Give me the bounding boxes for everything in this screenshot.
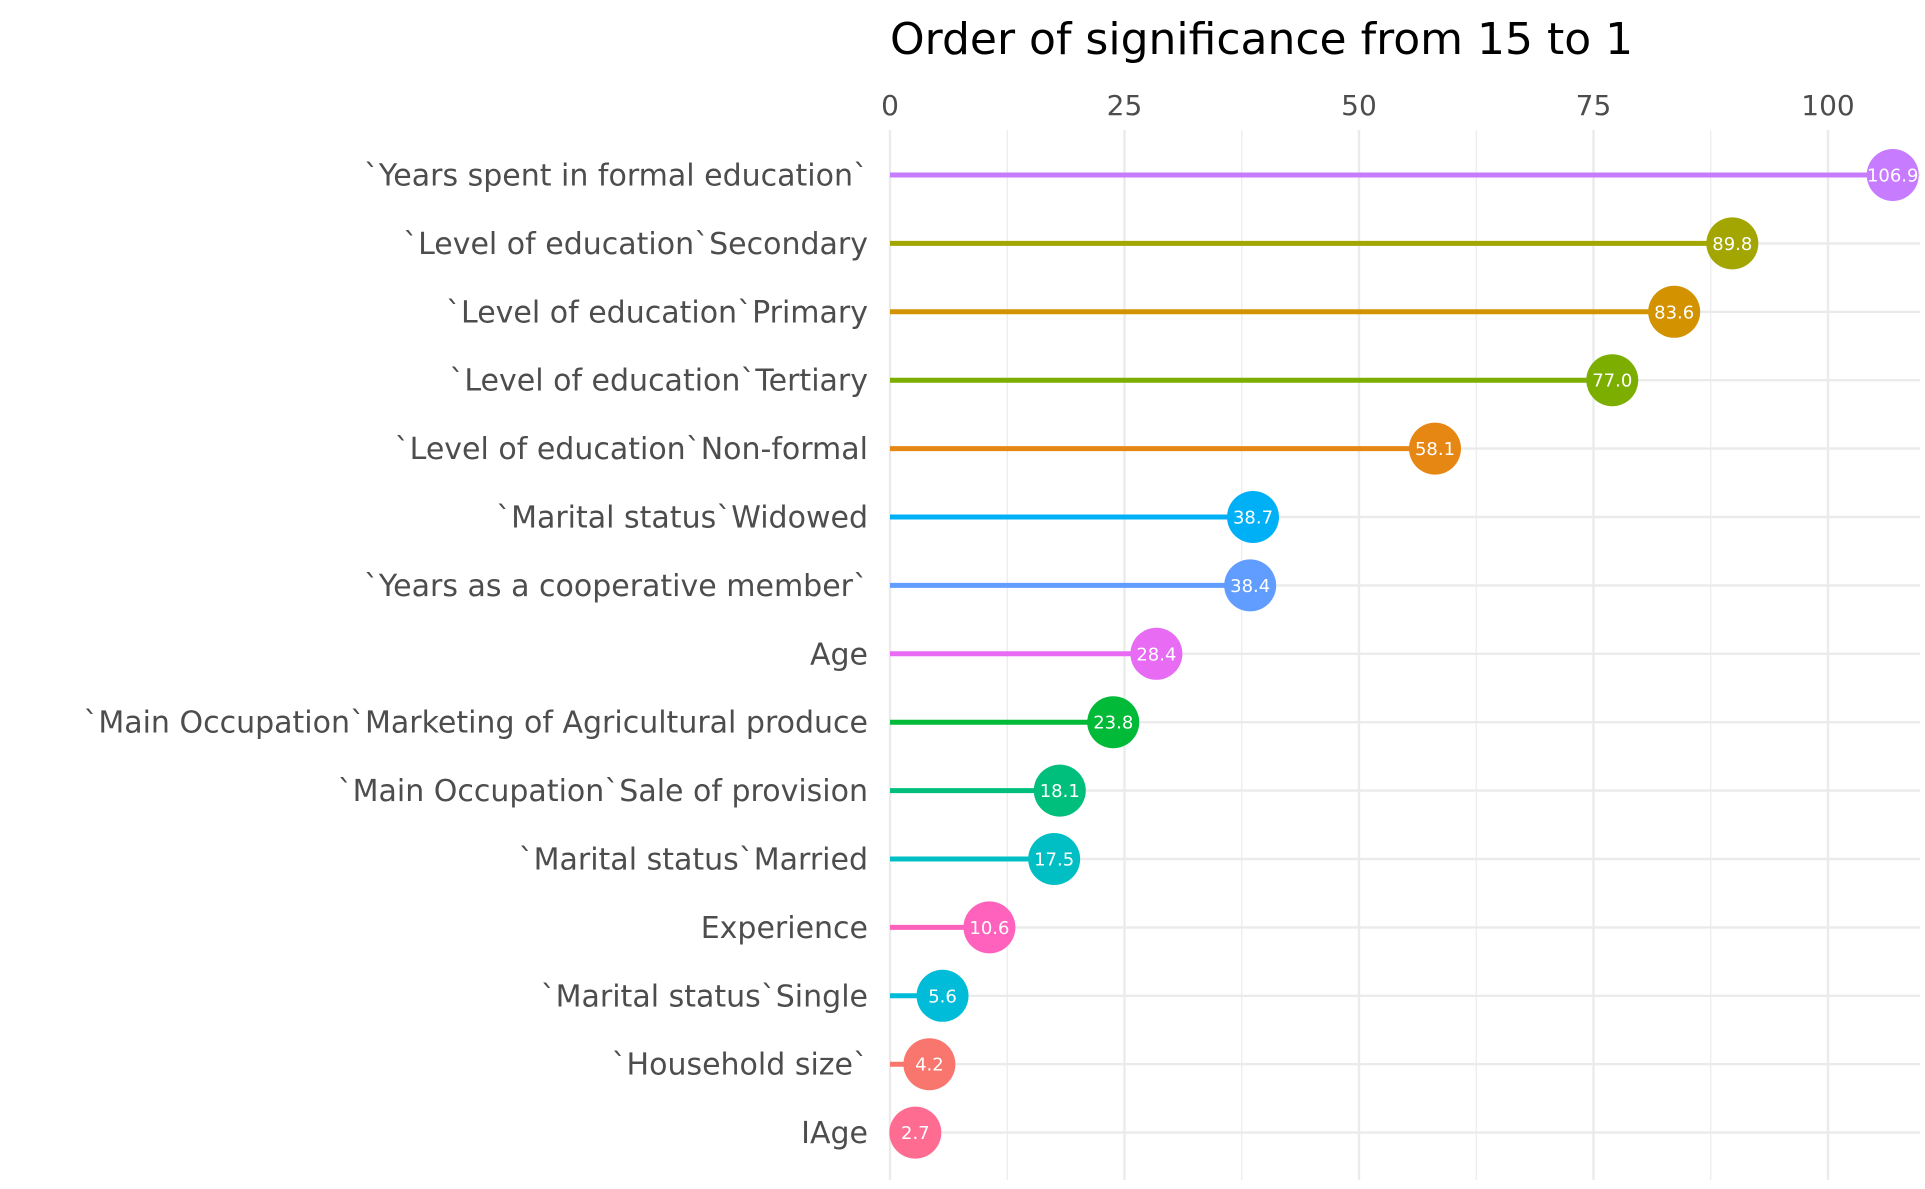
data-label: 28.4 [1136,644,1176,665]
lollipop-point [1028,833,1081,885]
data-label: 10.6 [969,918,1009,939]
data-label: 5.6 [928,986,957,1007]
category-label: `Marital status`Married [519,843,868,878]
category-labels: `Years spent in formal education` `Level … [83,159,868,1152]
data-label: 89.8 [1712,234,1752,255]
category-label: `Level of education`Secondary [403,227,868,262]
category-label: `Household size` [612,1048,868,1083]
lollipop-point [1706,217,1759,270]
x-tick-label: 25 [1107,89,1143,122]
data-label: 18.1 [1040,781,1080,802]
category-label: `Years spent in formal education` [364,159,868,194]
lollipop-point [1227,491,1280,543]
lollipop-point [963,901,1016,954]
lollipop-point [889,1106,942,1159]
data-label: 83.6 [1654,302,1694,323]
lollipop-point [1586,354,1639,407]
category-label: IAge [801,1116,868,1151]
data-label: 38.4 [1230,576,1270,597]
lollipop-point [1648,285,1701,338]
lollipop-point [903,1038,956,1091]
data-label: 106.9 [1867,166,1919,187]
lollipop-point [1408,422,1461,475]
category-label: `Years as a cooperative member` [364,569,868,604]
data-marks: 106.9 89.8 83.6 77.0 58.1 38.7 38.4 28.4 23.8 18.… [889,149,1919,1159]
lollipop-point [1866,149,1919,201]
lollipop-point [1224,559,1277,612]
category-label: `Level of education`Tertiary [449,364,868,399]
data-label: 23.8 [1093,713,1133,734]
category-label: Age [810,637,868,672]
data-label: 17.5 [1034,850,1074,871]
chart-title: Order of significance from 15 to 1 [890,14,1633,65]
data-label: 58.1 [1415,439,1455,460]
lollipop-point [1033,764,1086,817]
lollipop-point [916,969,969,1022]
lollipop-point [1130,627,1183,680]
lollipop-point [1087,696,1140,749]
data-label: 38.7 [1233,508,1273,529]
x-tick-label: 100 [1801,89,1854,122]
data-label: 4.2 [915,1055,944,1076]
category-label: Experience [701,911,868,946]
category-label: `Level of education`Non-formal [395,432,868,467]
category-label: `Marital status`Widowed [496,501,868,536]
data-label: 2.7 [901,1123,930,1144]
x-tick-label: 75 [1576,89,1612,122]
category-label: `Main Occupation`Marketing of Agricultur… [83,706,868,741]
category-label: `Level of education`Primary [446,295,868,330]
data-label: 77.0 [1592,371,1632,392]
category-label: `Marital status`Single [541,979,868,1014]
x-tick-label: 0 [881,89,899,122]
x-tick-label: 50 [1341,89,1377,122]
x-axis-ticks: 0 25 50 75 100 [881,89,1855,122]
category-label: `Main Occupation`Sale of provision [338,774,868,809]
